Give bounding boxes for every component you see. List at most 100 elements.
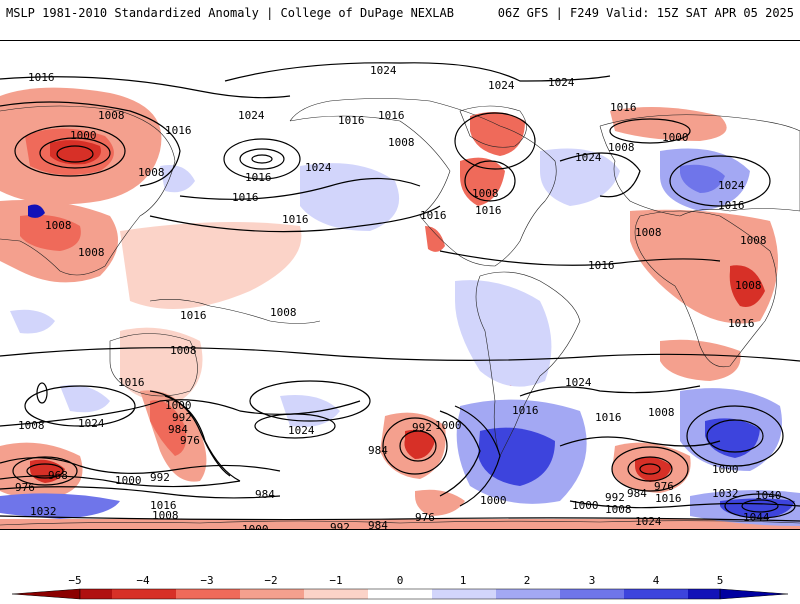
isobar-label: 984 [368, 444, 388, 457]
isobars [0, 62, 800, 522]
model-run-label: 06Z GFS | F249 Valid: 15Z SAT APR 05 202… [497, 6, 794, 20]
antarctic-band [0, 519, 800, 529]
colorbar-swatch-neg3 [176, 589, 240, 599]
isobar-label: 1016 [655, 492, 682, 505]
australia-anomaly [120, 327, 203, 402]
isobar-label: 1016 [28, 71, 55, 84]
isobar-label: 984 [255, 488, 275, 501]
southwest-high [0, 493, 120, 519]
isobar-label: 984 [368, 519, 388, 530]
isobar-label: 1016 [150, 499, 177, 512]
isobar-label: 1024 [548, 76, 575, 89]
colorbar: −5 −4 −3 −2 −1 0 1 2 3 4 5 [0, 560, 800, 600]
patagonia-anomaly [415, 489, 465, 516]
isobar-label: 1008 [735, 279, 762, 292]
isobar-label: 1024 [575, 151, 602, 164]
colorbar-tick: −2 [264, 574, 277, 587]
negative-anomaly-areas [0, 87, 800, 529]
south-pacific-band-core [150, 400, 187, 456]
isobar-label: 1024 [78, 417, 105, 430]
south-pacific-anomaly [280, 395, 340, 427]
isobar-label: 1000 [70, 129, 97, 142]
asia-coast [0, 105, 176, 276]
isobar-label: 976 [415, 511, 435, 524]
isobar-label: 1008 [138, 166, 165, 179]
isobar-label: 1008 [605, 503, 632, 516]
isobar-label: 1016 [588, 259, 615, 272]
south-indian-anomaly [660, 339, 741, 381]
africa-coast [634, 210, 777, 368]
map-panel: 1016 1024 1024 1024 1008 1016 1000 1024 … [0, 40, 800, 530]
siberia-anomaly [610, 107, 727, 141]
isobar-label: 1008 [608, 141, 635, 154]
colorbar-tick: −1 [329, 574, 342, 587]
atlantic-anomaly [540, 148, 620, 206]
southern-ocean-high-core [478, 427, 555, 486]
isobar-label: 984 [627, 487, 647, 500]
colorbar-tick: 2 [524, 574, 531, 587]
isobar-label: 1016 [118, 376, 145, 389]
colorbar-tick: −3 [200, 574, 213, 587]
east-africa-anomaly-core [729, 265, 765, 307]
colorbar-swatch-pos1 [432, 589, 496, 599]
coastlines [0, 98, 800, 526]
colorbar-arrow-positive [719, 588, 789, 600]
anomaly-map: 1016 1024 1024 1024 1008 1016 1000 1024 … [0, 41, 800, 530]
isobar-label: 992 [150, 471, 170, 484]
colorbar-tick: 0 [397, 574, 404, 587]
isobar-label: 1032 [30, 505, 57, 518]
isobar-label: 1016 [728, 317, 755, 330]
isobar-label: 1008 [152, 509, 179, 522]
isobar-label: 1016 [245, 171, 272, 184]
isobar-label: 1000 [572, 499, 599, 512]
isobar-label: 1008 [78, 246, 105, 259]
isobar-label: 984 [168, 423, 188, 436]
isobar-label: 1024 [565, 376, 592, 389]
colorbar-ticks: −5 −4 −3 −2 −1 0 1 2 3 4 5 [68, 574, 723, 587]
isobar-label: 1016 [610, 101, 637, 114]
colorbar-tick: −4 [136, 574, 150, 587]
isobar-label: 1016 [512, 404, 539, 417]
eurasia-coast [599, 114, 800, 217]
isobar-label: 992 [412, 421, 432, 434]
header: MSLP 1981-2010 Standardized Anomaly | Co… [0, 0, 800, 30]
antarctica-coast [0, 520, 800, 526]
isobar-label: 992 [330, 521, 350, 530]
south-indian-low-core [635, 457, 672, 482]
colorbar-swatch-pos3 [560, 589, 624, 599]
isobar-label: 1000 [435, 419, 462, 432]
greenland-coast [459, 105, 527, 148]
isobar-label: 1016 [718, 199, 745, 212]
isobar-label: 1024 [635, 515, 662, 528]
himalaya-anomaly [28, 204, 45, 218]
isobar-label: 1040 [755, 489, 782, 502]
isobar-label: 976 [654, 480, 674, 493]
isobar-label: 1024 [288, 424, 315, 437]
asia-low-anomaly-inner [50, 140, 101, 165]
south-pacific-low-core [404, 429, 435, 459]
isobar-label: 992 [172, 411, 192, 424]
isobar-label: 1016 [165, 124, 192, 137]
baja-anomaly [425, 226, 445, 252]
colorbar-swatch-zero [368, 589, 432, 599]
colorbar-swatch-neg1 [304, 589, 368, 599]
isobar-label: 968 [48, 469, 68, 482]
arctic-anomaly [470, 112, 525, 156]
isobar-label: 1008 [740, 234, 767, 247]
colorbar-tick: 3 [589, 574, 596, 587]
colorbar-tick: −5 [68, 574, 81, 587]
isobar-label: 1000 [480, 494, 507, 507]
isobar-label: 1024 [238, 109, 265, 122]
india-anomaly-core [20, 214, 81, 251]
colorbar-tick: 5 [717, 574, 724, 587]
west-indian-anomaly [10, 309, 55, 334]
isobar-label: 1008 [648, 406, 675, 419]
north-pacific-high-anomaly [300, 163, 400, 231]
colorbar-tick: 1 [460, 574, 467, 587]
maritime-islands [149, 299, 321, 324]
aleutian-anomaly [160, 165, 195, 193]
map-title: MSLP 1981-2010 Standardized Anomaly | Co… [6, 6, 454, 20]
colorbar-swatches [11, 588, 789, 600]
isobar-label: 1008 [45, 219, 72, 232]
isobar-label: 1000 [115, 474, 142, 487]
